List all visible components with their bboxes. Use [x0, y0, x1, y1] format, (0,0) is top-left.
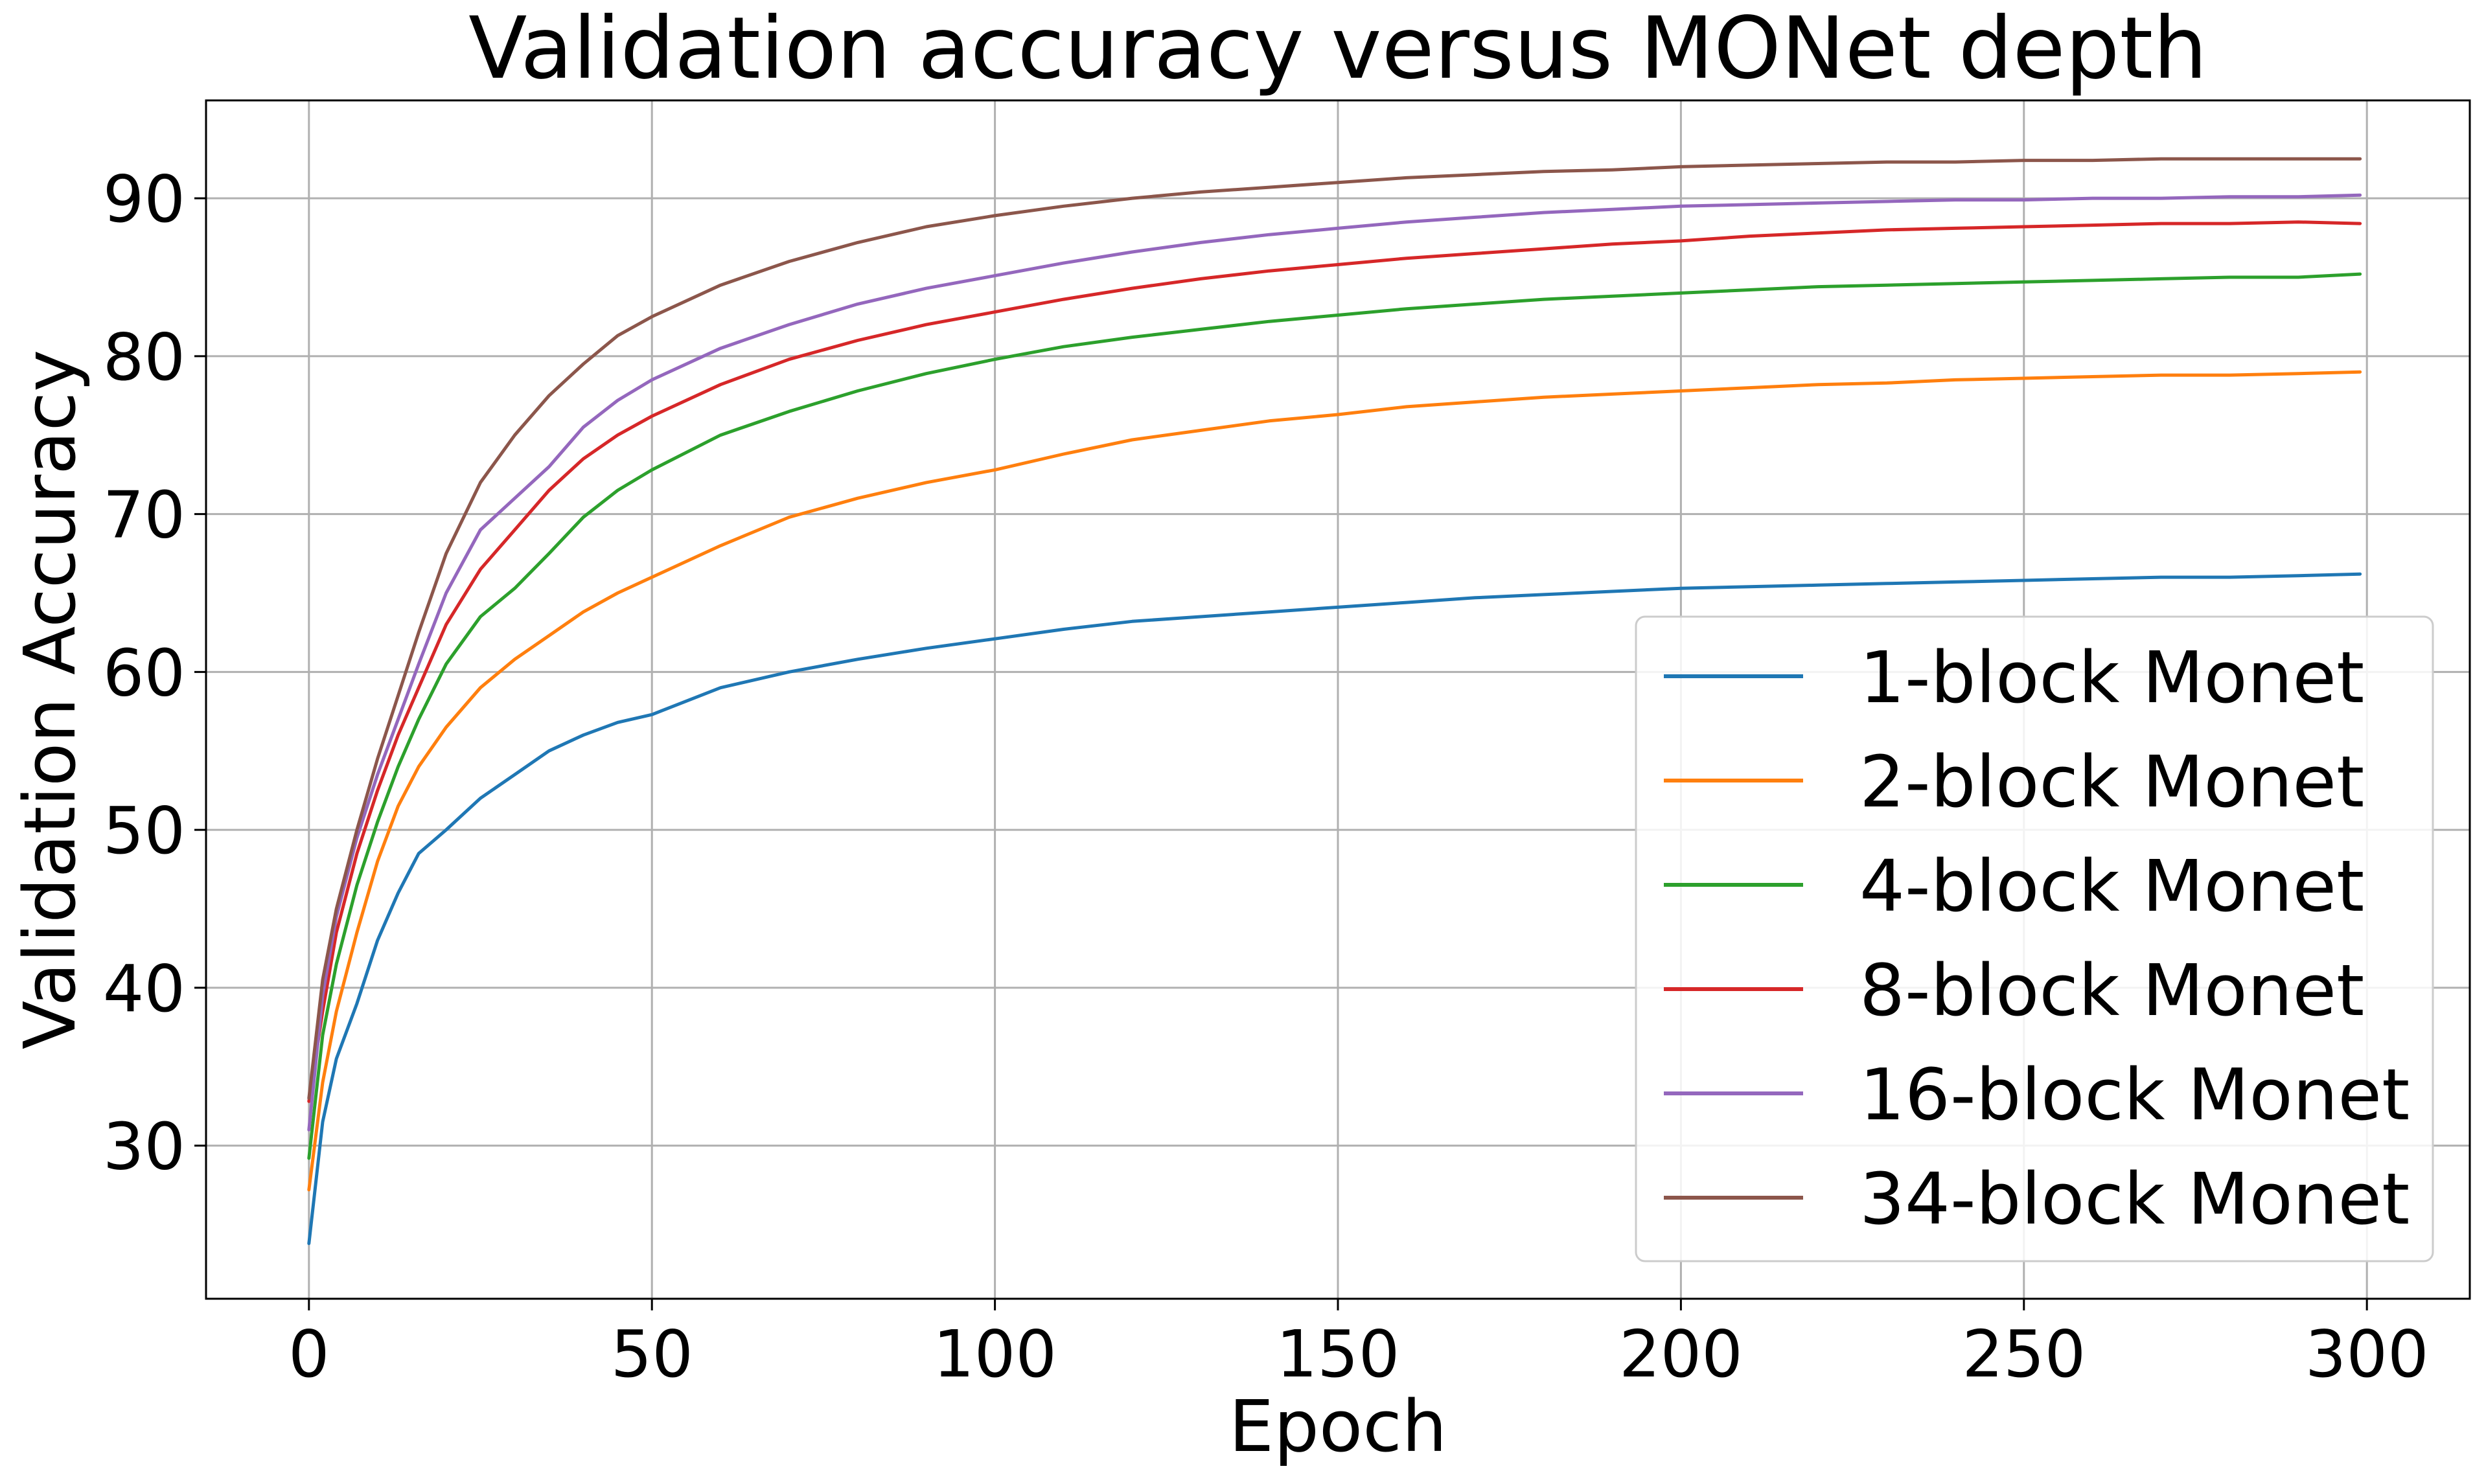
- legend-label: 8-block Monet: [1859, 949, 2364, 1032]
- x-tick-label: 0: [288, 1316, 330, 1392]
- x-tick-label: 50: [611, 1316, 693, 1392]
- legend-label: 34-block Monet: [1859, 1158, 2410, 1240]
- y-tick-label: 90: [103, 161, 185, 237]
- y-tick-label: 70: [103, 477, 185, 553]
- legend-label: 4-block Monet: [1859, 845, 2364, 928]
- series-line-5: [307, 193, 2362, 1132]
- axis-ticks: 0 50 100 150 200 250 300 30 40 50 60 70 80 90: [103, 161, 2429, 1392]
- x-tick-label: 250: [1962, 1316, 2086, 1392]
- series-line-3: [307, 272, 2362, 1160]
- y-axis-label: Validation Accuracy: [8, 350, 91, 1049]
- x-tick-label: 150: [1276, 1316, 1400, 1392]
- x-axis-label: Epoch: [1229, 1385, 1447, 1468]
- y-tick-label: 80: [103, 319, 185, 395]
- chart-title: Validation accuracy versus MONet depth: [468, 0, 2207, 98]
- series-line-1: [307, 572, 2362, 1246]
- x-tick-label: 200: [1619, 1316, 1743, 1392]
- y-tick-label: 30: [103, 1109, 185, 1185]
- series-lines: [307, 157, 2362, 1246]
- y-tick-label: 50: [103, 793, 185, 869]
- legend-label: 16-block Monet: [1859, 1053, 2410, 1136]
- series-line-4: [307, 220, 2362, 1103]
- y-tick-label: 60: [103, 635, 185, 711]
- legend-label: 2-block Monet: [1859, 740, 2364, 823]
- x-tick-label: 100: [933, 1316, 1057, 1392]
- y-tick-label: 40: [103, 951, 185, 1027]
- series-line-2: [307, 370, 2362, 1192]
- series-line-6: [307, 157, 2362, 1100]
- legend: 1-block Monet 2-block Monet 4-block Monet 8…: [1635, 615, 2434, 1262]
- legend-label: 1-block Monet: [1859, 636, 2364, 719]
- x-tick-label: 300: [2305, 1316, 2429, 1392]
- legend-box: [1635, 615, 2434, 1262]
